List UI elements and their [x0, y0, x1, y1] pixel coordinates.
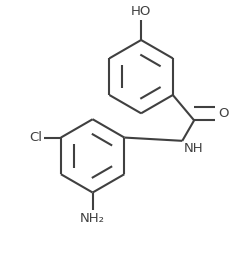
Text: NH₂: NH₂ — [80, 212, 105, 225]
Text: NH: NH — [183, 142, 203, 155]
Text: O: O — [218, 107, 229, 120]
Text: Cl: Cl — [29, 131, 42, 144]
Text: HO: HO — [131, 4, 151, 17]
